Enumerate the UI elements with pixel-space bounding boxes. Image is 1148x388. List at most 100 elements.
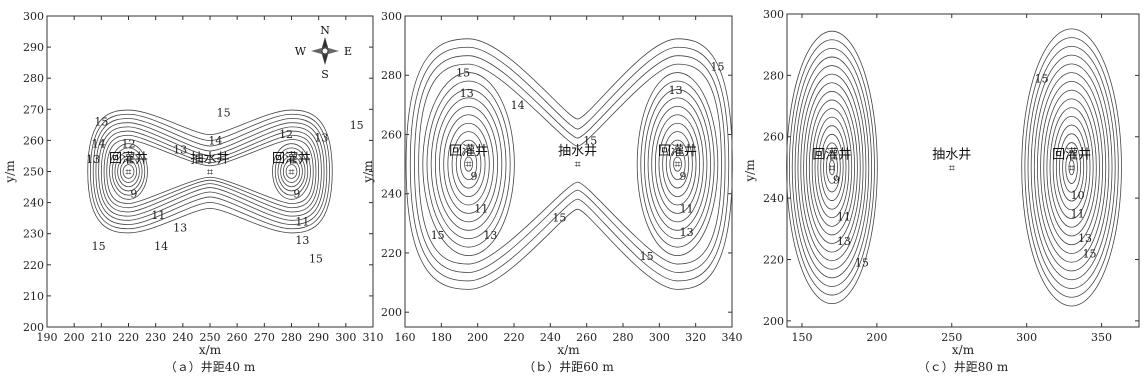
- well-marker: ⌗: [1068, 161, 1074, 174]
- well-label: 回灌井: [272, 152, 311, 167]
- contour-label: 14: [208, 134, 222, 147]
- contour-lines: [786, 28, 1122, 307]
- x-axis-label: x/m: [557, 343, 580, 357]
- contour-label: 11: [680, 203, 694, 216]
- well-marker: ⌗: [949, 161, 955, 174]
- contour-line: [92, 118, 328, 225]
- contour-label: 13: [314, 131, 328, 144]
- chart-panel-3: 150 200 250 300 350 200 220 240 260 280 300 x/m y/m （…: [743, 8, 1140, 374]
- contour-line: [439, 105, 499, 223]
- y-tick-label: 270: [23, 103, 44, 116]
- x-tick-label: 200: [866, 331, 887, 344]
- contour-label: 9: [293, 187, 300, 200]
- contour-line: [87, 109, 333, 234]
- contour-line: [1027, 45, 1116, 289]
- contour-line: [651, 105, 704, 223]
- contour-line: [662, 131, 693, 197]
- contour-label: 11: [1071, 207, 1085, 220]
- contour-label: 13: [669, 84, 683, 97]
- x-tick-label: 300: [1016, 331, 1037, 344]
- well-label: 回灌井: [658, 144, 697, 159]
- x-tick-label: 300: [335, 331, 356, 344]
- y-tick-label: 210: [23, 290, 44, 303]
- contour-line: [1068, 159, 1075, 176]
- contour-label: 12: [122, 138, 136, 151]
- y-axis-label: y/m: [361, 160, 375, 184]
- y-tick-label: 200: [763, 315, 784, 328]
- contour-label: 11: [474, 203, 488, 216]
- y-tick-label: 240: [763, 192, 784, 205]
- x-tick-label: 280: [613, 331, 634, 344]
- contour-line: [414, 55, 726, 273]
- x-tick-label: 250: [200, 331, 221, 344]
- contour-label: 15: [710, 60, 724, 73]
- x-tick-label: 260: [576, 331, 597, 344]
- contour-line: [1043, 89, 1100, 246]
- x-axis-label: x/m: [952, 343, 975, 357]
- y-tick-label: 300: [23, 10, 44, 23]
- x-tick-label: 220: [118, 331, 139, 344]
- contour-line: [814, 116, 850, 219]
- well-marker: ⌗: [125, 166, 131, 179]
- contour-label: 13: [837, 235, 851, 248]
- contour-line: [1065, 150, 1078, 184]
- contour-line: [122, 164, 135, 179]
- contour-line: [825, 151, 838, 184]
- contour-line: [654, 114, 701, 214]
- contour-line: [644, 89, 711, 240]
- contour-line: [794, 56, 870, 279]
- contour-label: 9: [833, 174, 840, 187]
- contour-label: 15: [552, 211, 566, 224]
- contour-line: [409, 46, 730, 282]
- x-tick-label: 350: [1091, 331, 1112, 344]
- contour-line: [817, 125, 847, 210]
- contour-line: [828, 159, 836, 176]
- contour-line: [806, 90, 858, 244]
- contour-line: [1059, 133, 1085, 202]
- x-tick-label: 200: [467, 331, 488, 344]
- contour-line: [1062, 142, 1081, 193]
- contour-line: [95, 122, 325, 221]
- plot-frame: [786, 13, 1140, 328]
- contour-line: [430, 89, 507, 240]
- contour-label: 14: [92, 138, 106, 151]
- contour-line: [117, 155, 140, 188]
- contour-line: [820, 133, 844, 201]
- contour-line: [791, 47, 873, 287]
- contour-line: [98, 126, 322, 217]
- contour-line: [274, 147, 309, 196]
- x-tick-label: 150: [791, 331, 812, 344]
- x-tick-label: 250: [941, 331, 962, 344]
- x-tick-label: 240: [540, 331, 561, 344]
- y-tick-label: 250: [23, 166, 44, 179]
- contour-line: [1033, 63, 1110, 272]
- contour-line: [1052, 115, 1091, 219]
- x-tick-label: 320: [685, 331, 706, 344]
- contour-label: 9: [471, 170, 478, 183]
- contour-line: [658, 122, 697, 206]
- y-axis-label: y/m: [3, 160, 17, 184]
- x-tick-label: 200: [64, 331, 85, 344]
- x-tick-label: 240: [172, 331, 193, 344]
- x-tick-label: 270: [254, 331, 275, 344]
- contour-label: 13: [680, 226, 694, 239]
- y-tick-label: 300: [381, 10, 402, 23]
- contour-line: [1049, 107, 1094, 228]
- well-marker: ⌗: [574, 158, 580, 171]
- x-tick-label: 300: [649, 331, 670, 344]
- compass-north: N: [320, 24, 330, 37]
- y-tick-label: 200: [23, 321, 44, 334]
- contour-label: 11: [151, 209, 165, 222]
- contour-label: 13: [86, 153, 100, 166]
- compass-west: W: [295, 45, 307, 58]
- well-marker: ⌗: [674, 158, 680, 171]
- contour-line: [422, 72, 515, 257]
- well-label: 抽水井: [558, 144, 597, 159]
- contour-label: 15: [350, 119, 364, 132]
- contour-line: [797, 65, 867, 270]
- panel-caption: （ａ）井距40 m: [165, 360, 256, 374]
- contour-lines: [405, 38, 733, 290]
- contour-label: 14: [154, 240, 168, 253]
- well-marker: ⌗: [829, 161, 835, 174]
- y-tick-label: 220: [763, 253, 784, 266]
